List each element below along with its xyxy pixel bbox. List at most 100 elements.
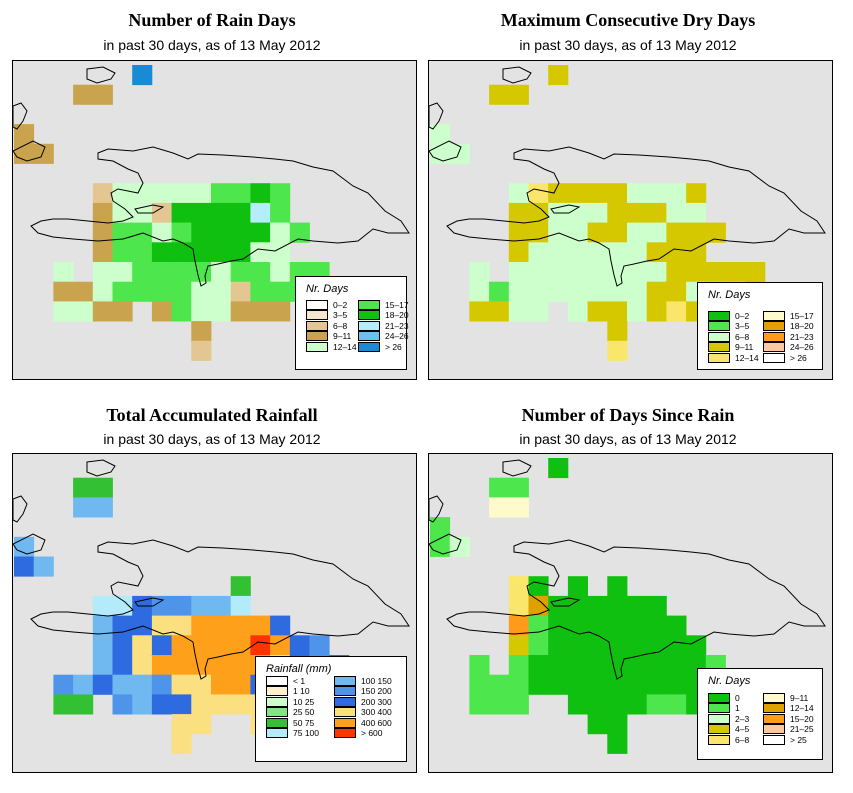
legend-item: > 26 bbox=[763, 352, 807, 363]
grid-cell bbox=[151, 635, 172, 656]
grid-cell bbox=[666, 242, 687, 263]
legend-swatch bbox=[763, 331, 785, 342]
legend-item: 100 150 bbox=[334, 675, 392, 686]
grid-cell bbox=[508, 281, 529, 302]
grid-cell bbox=[627, 242, 648, 263]
grid-cell bbox=[567, 674, 588, 695]
grid-cell bbox=[191, 321, 212, 342]
grid-cell bbox=[627, 183, 648, 204]
legend-item: 12–14 bbox=[708, 352, 759, 363]
grid-cell bbox=[211, 281, 232, 302]
legend-label: 300 400 bbox=[361, 707, 392, 717]
legend-item: 12–14 bbox=[306, 341, 357, 352]
legend-swatch bbox=[763, 310, 785, 321]
grid-cell bbox=[73, 84, 94, 105]
grid-cell bbox=[132, 615, 153, 636]
grid-cell bbox=[548, 262, 569, 283]
grid-cell bbox=[607, 222, 628, 243]
legend-label: 100 150 bbox=[361, 675, 392, 686]
grid-cell bbox=[666, 615, 687, 636]
legend-swatch bbox=[358, 320, 380, 331]
grid-cell bbox=[151, 301, 172, 322]
grid-cell bbox=[548, 281, 569, 302]
island-outline bbox=[446, 539, 826, 680]
legend-swatch bbox=[266, 717, 288, 728]
grid-cell bbox=[587, 222, 608, 243]
legend-label: 12–14 bbox=[735, 352, 759, 363]
grid-cell bbox=[607, 202, 628, 223]
grid-cell bbox=[686, 222, 707, 243]
legend-label: 12–14 bbox=[790, 703, 814, 713]
grid-cell bbox=[607, 340, 628, 361]
grid-cell bbox=[112, 674, 133, 695]
grid-cell bbox=[191, 635, 212, 656]
legend-item: 25 50 bbox=[266, 707, 314, 718]
legend-swatch bbox=[306, 320, 328, 331]
grid-cell bbox=[289, 635, 310, 656]
grid-cell bbox=[171, 615, 192, 636]
grid-cell bbox=[528, 576, 549, 597]
grid-cell bbox=[705, 222, 726, 243]
grid-cell bbox=[646, 595, 667, 616]
grid-cell bbox=[508, 202, 529, 223]
grid-cell bbox=[627, 595, 648, 616]
grid-cell bbox=[250, 301, 271, 322]
grid-cell bbox=[508, 183, 529, 204]
grid-cell bbox=[587, 615, 608, 636]
legend-swatch bbox=[334, 717, 356, 728]
grid-cell bbox=[508, 497, 529, 518]
legend-label: 3–5 bbox=[333, 310, 348, 320]
grid-cell bbox=[508, 655, 529, 676]
grid-cell bbox=[430, 143, 451, 164]
days-since-rain-map: Nr. Days 0 1 2–3 4–5 6–8 9–11 12–14 15–20 21–25 >… bbox=[428, 453, 833, 773]
rain-days-map: Nr. Days 0–2 3–5 6–8 9–11 12–14 15–17 18–20 21–… bbox=[12, 60, 417, 380]
grid-cell bbox=[607, 694, 628, 715]
grid-cell bbox=[686, 262, 707, 283]
grid-cell bbox=[132, 222, 153, 243]
legend-label: 3–5 bbox=[735, 321, 750, 331]
grid-cell bbox=[92, 615, 113, 636]
legend-swatch bbox=[763, 692, 785, 703]
grid-cell bbox=[430, 536, 451, 557]
grid-cell bbox=[508, 576, 529, 597]
legend-item: > 26 bbox=[358, 341, 402, 352]
legend-swatch bbox=[334, 696, 356, 707]
grid-cell bbox=[191, 183, 212, 204]
grid-cell bbox=[250, 635, 271, 656]
grid-cell bbox=[53, 301, 74, 322]
grid-cell bbox=[33, 556, 54, 577]
grid-cell bbox=[191, 301, 212, 322]
grid-cell bbox=[171, 301, 192, 322]
legend-item: < 1 bbox=[266, 675, 305, 686]
grid-cell bbox=[567, 281, 588, 302]
grid-cell bbox=[528, 202, 549, 223]
grid-cell bbox=[230, 576, 251, 597]
grid-cell bbox=[646, 202, 667, 223]
grid-cell bbox=[191, 655, 212, 676]
grid-cell bbox=[230, 183, 251, 204]
legend-swatch bbox=[266, 675, 288, 686]
grid-cell bbox=[171, 202, 192, 223]
grid-cell bbox=[587, 655, 608, 676]
legend-label: 21–23 bbox=[790, 331, 814, 342]
grid-cell bbox=[230, 222, 251, 243]
grid-cell bbox=[567, 202, 588, 223]
grid-cell bbox=[112, 655, 133, 676]
grid-cell bbox=[548, 615, 569, 636]
grid-cell bbox=[489, 281, 510, 302]
coastline bbox=[502, 66, 532, 84]
grid-cell bbox=[112, 183, 133, 204]
grid-cell bbox=[73, 301, 94, 322]
grid-cell bbox=[250, 222, 271, 243]
grid-cell bbox=[607, 733, 628, 754]
legend-label: 9–11 bbox=[735, 342, 754, 352]
legend-item: 2–3 bbox=[708, 713, 749, 724]
grid-cell bbox=[508, 222, 529, 243]
grid-cell bbox=[567, 576, 588, 597]
grid-cell bbox=[92, 281, 113, 302]
grid-cell bbox=[191, 262, 212, 283]
grid-cell bbox=[567, 615, 588, 636]
grid-cell bbox=[92, 84, 113, 105]
legend-swatch bbox=[266, 696, 288, 707]
grid-cell bbox=[666, 281, 687, 302]
